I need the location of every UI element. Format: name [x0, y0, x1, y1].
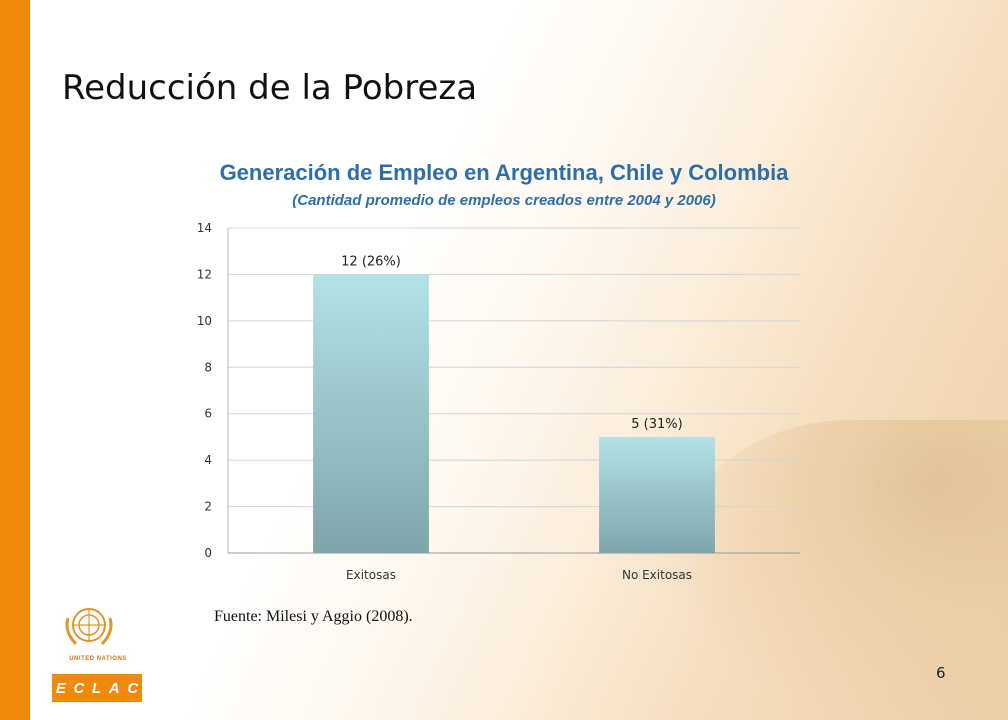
bar-no-exitosas	[599, 436, 715, 553]
un-label: UNITED NATIONS	[69, 656, 127, 662]
source-note: Fuente: Milesi y Aggio (2008).	[214, 608, 413, 625]
logo-letter: E	[55, 679, 66, 697]
y-tick-label: 0	[204, 546, 212, 560]
logo-letter: C	[73, 679, 85, 697]
chart-subtitle: (Cantidad promedio de empleos creados en…	[292, 192, 716, 209]
eclac-logo: E C L A C	[52, 674, 142, 702]
x-tick-label: Exitosas	[346, 568, 396, 582]
y-tick-label: 4	[204, 453, 212, 467]
chart-title: Generación de Empleo en Argentina, Chile…	[219, 160, 789, 185]
data-label: 5 (31%)	[631, 417, 682, 432]
x-tick-label: No Exitosas	[622, 568, 692, 582]
data-label: 12 (26%)	[341, 254, 401, 269]
logo-letter: C	[127, 679, 139, 697]
slide-title: Reducción de la Pobreza	[62, 68, 478, 108]
accent-bar	[0, 0, 30, 720]
y-tick-label: 10	[197, 314, 212, 328]
y-tick-label: 6	[204, 407, 212, 421]
un-emblem-icon	[65, 608, 113, 646]
y-tick-label: 8	[204, 360, 212, 374]
bar-exitosas	[313, 274, 429, 553]
logo-letter: A	[108, 679, 120, 697]
y-tick-label: 14	[197, 221, 212, 235]
y-tick-label: 2	[204, 500, 212, 514]
logo-letter: L	[92, 679, 102, 697]
slide-number: 6	[936, 664, 946, 682]
y-tick-label: 12	[197, 267, 212, 281]
